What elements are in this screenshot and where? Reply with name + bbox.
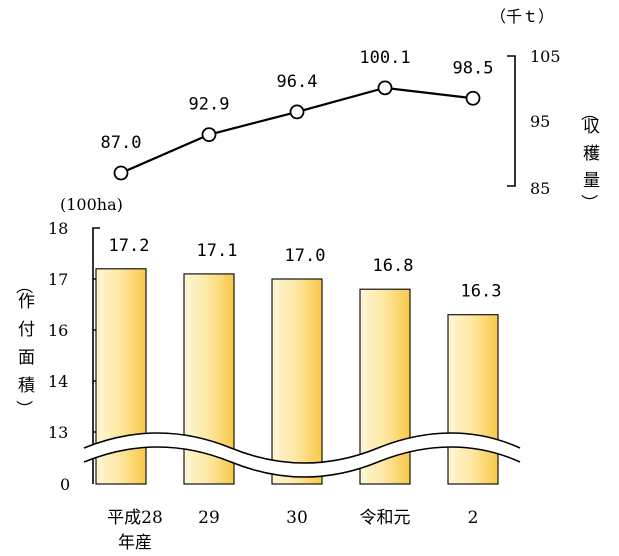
line-value-label-4: 98.5	[453, 58, 494, 78]
bar-ylabel-char-3: 面	[18, 348, 35, 368]
line-ytick-95: 95	[530, 112, 550, 131]
bar-2	[271, 278, 323, 485]
line-value-label-2: 96.4	[277, 72, 318, 92]
line-point-0	[113, 165, 129, 181]
category-second-line: 年産	[118, 533, 152, 553]
bar-value-label-2: 17.0	[285, 246, 326, 266]
bar-value-label-1: 17.1	[197, 241, 238, 261]
line-ylabel-paren-open: （	[578, 104, 598, 121]
category-labels: 平成28 29 30 令和元 2	[107, 508, 478, 528]
axis-break-band	[84, 433, 520, 477]
line-ylabel: （ 収 穫 量 ）	[578, 104, 600, 211]
bar-value-label-4: 16.3	[461, 282, 502, 302]
line-points	[113, 80, 481, 181]
line-chart: （千ｔ） 105 95 85 （ 収 穫 量 ） 87.0 92.9 96.4 100…	[101, 7, 600, 211]
bar-ytick-13: 13	[48, 423, 68, 442]
category-label-2: 30	[286, 508, 308, 528]
category-label-0: 平成28	[107, 508, 163, 528]
bar-ytick-14: 14	[48, 372, 68, 391]
line-y-axis	[507, 55, 516, 187]
bar-4	[447, 314, 499, 485]
bar-value-label-0: 17.2	[109, 236, 150, 256]
line-ylabel-paren-close: ）	[578, 194, 598, 211]
bar-ylabel-paren-close: ）	[13, 400, 33, 417]
bar-ylabel-paren-open: （	[13, 277, 33, 294]
line-value-label-0: 87.0	[101, 133, 142, 153]
category-label-1: 29	[198, 508, 220, 528]
bar-unit-label: (100ha)	[60, 195, 123, 214]
line-value-label-3: 100.1	[359, 48, 410, 68]
line-ylabel-char-1: 収	[583, 117, 600, 137]
axis-break-line-top	[83, 432, 521, 464]
line-point-4	[465, 90, 481, 106]
line-ytick-105: 105	[530, 47, 561, 66]
line-point-1	[201, 127, 217, 143]
bar-ylabel-char-4: 積	[18, 376, 35, 396]
category-label-3: 令和元	[360, 508, 411, 528]
line-value-label-1: 92.9	[189, 95, 230, 115]
bar-ylabel: （ 作 付 面 積 ）	[13, 277, 35, 417]
bar-ytick-16: 16	[48, 321, 68, 340]
line-point-2	[289, 104, 305, 120]
bar-ylabel-char-2: 付	[18, 320, 35, 340]
line-unit-label: （千ｔ）	[490, 7, 554, 26]
bar-value-label-3: 16.8	[373, 256, 414, 276]
bar-ytick-0: 0	[60, 475, 70, 494]
line-value-labels: 87.0 92.9 96.4 100.1 98.5	[101, 48, 494, 153]
bar-ylabel-char-1: 作	[18, 292, 35, 312]
line-point-3	[377, 80, 393, 96]
bar-ytick-18: 18	[48, 219, 68, 238]
line-ytick-85: 85	[530, 179, 550, 198]
category-label-4: 2	[468, 508, 479, 528]
line-series-path	[120, 86, 474, 175]
bar-value-labels: 17.2 17.1 17.0 16.8 16.3	[109, 236, 502, 302]
bar-ytick-17: 17	[48, 270, 68, 289]
line-ylabel-char-3: 量	[583, 171, 600, 191]
line-ylabel-char-2: 穫	[583, 144, 600, 164]
bar-y-axis	[92, 227, 100, 484]
bars	[95, 268, 499, 485]
bar-chart: (100ha) 18 17 16 14 13 0 （ 作 付 面 積 ） 17.…	[13, 195, 521, 553]
axis-break-line-bottom	[83, 446, 521, 478]
